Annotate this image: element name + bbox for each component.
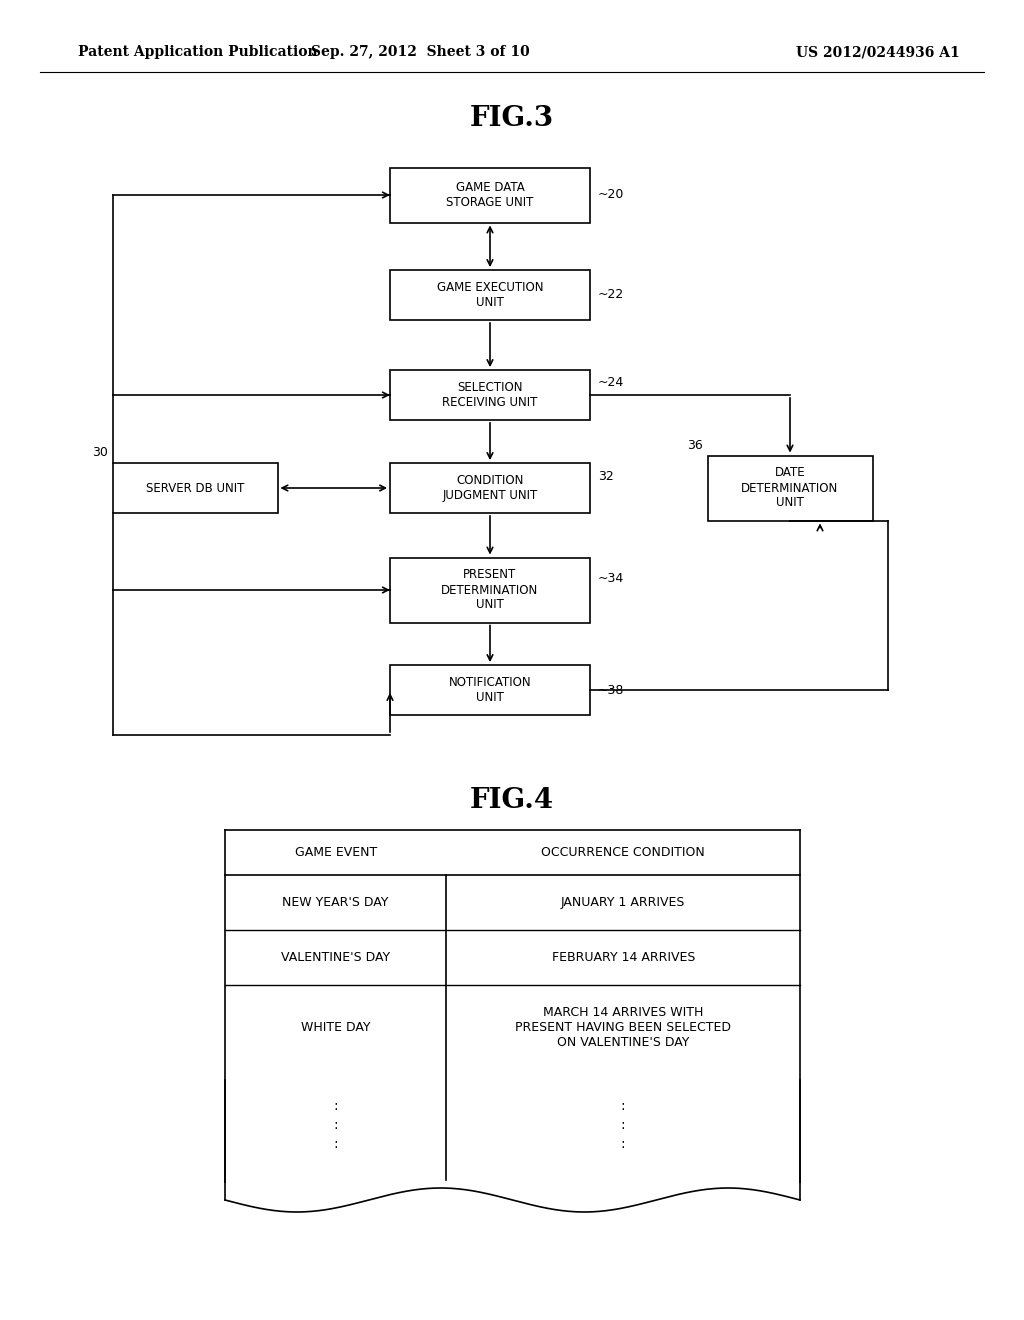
Bar xyxy=(223,1183,802,1228)
Text: JANUARY 1 ARRIVES: JANUARY 1 ARRIVES xyxy=(561,896,685,909)
Text: 36: 36 xyxy=(687,440,702,451)
Text: 32: 32 xyxy=(598,470,613,483)
Text: MARCH 14 ARRIVES WITH
PRESENT HAVING BEEN SELECTED
ON VALENTINE'S DAY: MARCH 14 ARRIVES WITH PRESENT HAVING BEE… xyxy=(515,1006,731,1049)
Text: GAME DATA
STORAGE UNIT: GAME DATA STORAGE UNIT xyxy=(446,181,534,209)
Text: FEBRUARY 14 ARRIVES: FEBRUARY 14 ARRIVES xyxy=(552,950,695,964)
Bar xyxy=(390,557,590,623)
Text: GAME EXECUTION
UNIT: GAME EXECUTION UNIT xyxy=(437,281,544,309)
Text: ~38: ~38 xyxy=(598,684,625,697)
Text: ~20: ~20 xyxy=(598,189,625,202)
Text: PRESENT
DETERMINATION
UNIT: PRESENT DETERMINATION UNIT xyxy=(441,569,539,611)
Text: Sep. 27, 2012  Sheet 3 of 10: Sep. 27, 2012 Sheet 3 of 10 xyxy=(310,45,529,59)
Text: 30: 30 xyxy=(91,446,108,459)
Text: WHITE DAY: WHITE DAY xyxy=(301,1020,371,1034)
Text: FIG.3: FIG.3 xyxy=(470,104,554,132)
Bar xyxy=(390,665,590,715)
Text: FIG.4: FIG.4 xyxy=(470,787,554,813)
Text: NEW YEAR'S DAY: NEW YEAR'S DAY xyxy=(283,896,389,909)
Text: ~24: ~24 xyxy=(598,376,625,389)
Bar xyxy=(113,463,278,513)
Text: SERVER DB UNIT: SERVER DB UNIT xyxy=(145,482,244,495)
Bar xyxy=(390,370,590,420)
Bar xyxy=(708,455,872,520)
Text: US 2012/0244936 A1: US 2012/0244936 A1 xyxy=(797,45,961,59)
Text: GAME EVENT: GAME EVENT xyxy=(295,846,377,859)
Text: DATE
DETERMINATION
UNIT: DATE DETERMINATION UNIT xyxy=(741,466,839,510)
Text: OCCURRENCE CONDITION: OCCURRENCE CONDITION xyxy=(542,846,706,859)
Text: ~34: ~34 xyxy=(598,572,625,585)
Text: CONDITION
JUDGMENT UNIT: CONDITION JUDGMENT UNIT xyxy=(442,474,538,502)
Bar xyxy=(390,168,590,223)
Bar xyxy=(390,271,590,319)
Text: NOTIFICATION
UNIT: NOTIFICATION UNIT xyxy=(449,676,531,704)
Text: :
:
:: : : : xyxy=(621,1098,626,1151)
Text: SELECTION
RECEIVING UNIT: SELECTION RECEIVING UNIT xyxy=(442,381,538,409)
Text: Patent Application Publication: Patent Application Publication xyxy=(78,45,317,59)
Text: VALENTINE'S DAY: VALENTINE'S DAY xyxy=(282,950,390,964)
Text: ~22: ~22 xyxy=(598,289,625,301)
Bar xyxy=(390,463,590,513)
Text: :
:
:: : : : xyxy=(334,1098,338,1151)
